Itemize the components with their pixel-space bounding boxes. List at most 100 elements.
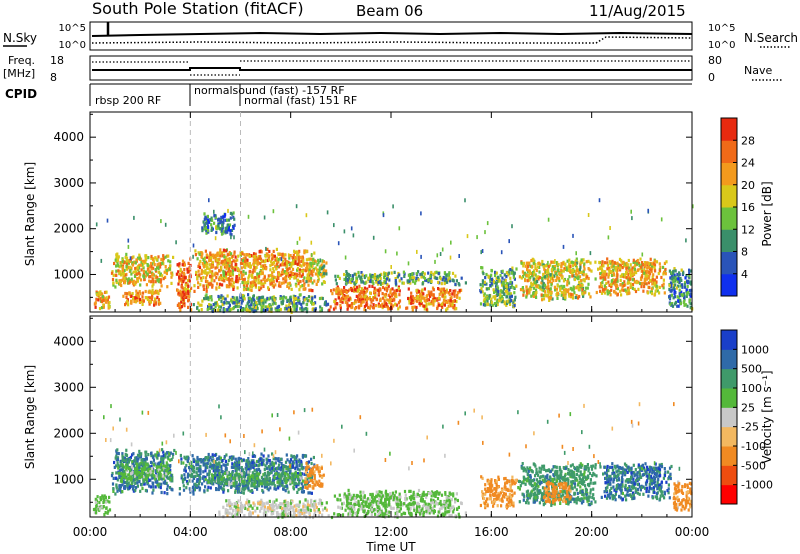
echo-cell — [217, 263, 219, 268]
echo-cell — [263, 279, 266, 283]
echo-cell — [257, 286, 261, 290]
echo-cell — [133, 274, 137, 278]
echo-cell — [274, 301, 277, 306]
echo-cell — [173, 448, 176, 453]
echo-cell — [442, 298, 446, 302]
echo-cell — [159, 301, 162, 305]
echo-cell — [229, 232, 232, 236]
echo-cell — [143, 468, 147, 472]
echo-cell — [587, 276, 590, 281]
echo-cell — [301, 453, 304, 458]
echo-cell — [139, 455, 143, 459]
echo-cell — [384, 249, 387, 254]
echo-cell — [152, 260, 155, 264]
echo-cell — [292, 272, 295, 276]
echo-cell — [630, 209, 632, 214]
echo-cell — [567, 288, 570, 292]
echo-cell — [395, 288, 398, 293]
echo-cell — [268, 459, 271, 463]
echo-cell — [676, 272, 679, 277]
echo-cell — [310, 240, 313, 245]
echo-cell — [349, 274, 352, 278]
echo-cell — [300, 264, 303, 268]
echo-cell — [524, 278, 527, 283]
echo-cell — [258, 274, 261, 278]
echo-cell — [206, 307, 209, 311]
echo-cell — [542, 263, 545, 267]
echo-cell — [288, 276, 291, 280]
echo-cell — [256, 296, 259, 300]
echo-cell — [486, 296, 489, 301]
echo-cell — [308, 467, 311, 471]
echo-cell — [159, 272, 162, 276]
echo-cell — [307, 491, 310, 495]
echo-cell — [136, 299, 139, 303]
echo-cell — [244, 281, 247, 285]
echo-cell — [320, 273, 323, 277]
echo-cell — [235, 299, 238, 303]
echo-cell — [314, 307, 317, 311]
echo-cell — [250, 283, 253, 287]
echo-cell — [602, 277, 605, 281]
echo-cell — [246, 302, 249, 306]
echo-cell — [220, 299, 223, 303]
echo-cell — [490, 282, 493, 286]
echo-cell — [343, 229, 346, 234]
echo-cell — [198, 273, 201, 277]
echo-cell — [372, 281, 375, 286]
echo-cell — [160, 455, 163, 459]
echo-cell — [419, 293, 422, 297]
echo-cell — [271, 257, 274, 261]
power-ylabel: Slant Range [km] — [23, 162, 37, 266]
echo-cell — [136, 277, 139, 281]
echo-cell — [334, 302, 337, 306]
echo-cell — [211, 276, 214, 280]
echo-cell — [244, 472, 247, 476]
echo-cell — [267, 277, 270, 281]
echo-cell — [561, 286, 564, 290]
echo-cell — [171, 476, 174, 480]
echo-cell — [335, 302, 339, 306]
echo-cell — [450, 295, 453, 300]
echo-cell — [214, 468, 217, 473]
echo-cell — [495, 271, 498, 275]
echo-cell — [320, 267, 323, 271]
echo-cell — [439, 252, 442, 256]
echo-cell — [635, 281, 638, 285]
echo-cell — [100, 299, 103, 303]
echo-cell — [446, 307, 449, 311]
echo-cell — [642, 289, 645, 293]
echo-cell — [637, 268, 640, 272]
echo-cell — [179, 453, 182, 458]
echo-cell — [610, 265, 613, 269]
echo-cell — [325, 303, 328, 307]
echo-cell — [134, 269, 137, 273]
echo-cell — [231, 284, 234, 288]
echo-cell — [262, 301, 265, 305]
echo-cell — [225, 266, 228, 270]
echo-cell — [254, 258, 257, 262]
echo-cell — [208, 458, 211, 462]
echo-cell — [622, 288, 625, 292]
echo-cell — [149, 300, 152, 304]
echo-cell — [290, 287, 293, 291]
echo-cell — [124, 273, 127, 277]
echo-cell — [129, 478, 132, 482]
echo-cell — [631, 216, 633, 221]
echo-cell — [167, 457, 170, 461]
echo-cell — [124, 476, 127, 480]
echo-cell — [640, 275, 643, 279]
echo-cell — [216, 251, 219, 255]
echo-cell — [232, 456, 235, 460]
echo-cell — [584, 286, 587, 290]
echo-cell — [292, 300, 296, 304]
echo-cell — [124, 291, 127, 296]
echo-cell — [508, 288, 511, 292]
echo-cell — [649, 278, 652, 282]
echo-cell — [571, 288, 574, 292]
echo-cell — [230, 252, 233, 256]
echo-cell — [253, 301, 256, 305]
echo-cell — [134, 488, 137, 492]
echo-cell — [154, 268, 157, 272]
echo-cell — [202, 470, 205, 474]
